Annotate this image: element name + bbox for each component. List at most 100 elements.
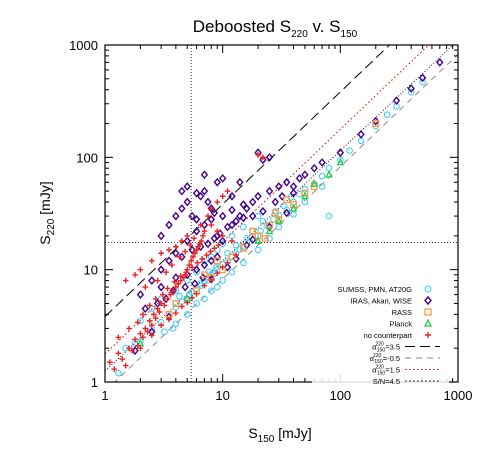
y-tick-label: 1000 [69, 38, 98, 53]
data-point [229, 238, 235, 244]
data-point [392, 96, 401, 105]
data-point [203, 252, 210, 258]
data-point [149, 332, 155, 339]
data-point [265, 226, 274, 235]
data-point [295, 173, 304, 183]
data-point [210, 233, 219, 243]
data-point [214, 199, 221, 205]
reference-line-1 [105, 45, 391, 317]
data-point [407, 88, 415, 96]
data-point [191, 235, 197, 242]
series-no-counterpart [107, 152, 266, 372]
data-point [173, 284, 179, 290]
data-point [282, 177, 291, 187]
data-point [274, 216, 283, 225]
data-point [278, 191, 286, 201]
y-axis-label: S220 [mJy] [37, 181, 57, 244]
data-point [149, 322, 155, 329]
data-point [178, 204, 186, 213]
data-point [228, 191, 236, 201]
data-point [290, 211, 297, 218]
data-point [166, 316, 172, 323]
data-point [194, 260, 201, 266]
data-point [111, 366, 118, 372]
data-point [249, 227, 257, 235]
data-point [181, 282, 189, 292]
data-point [169, 262, 175, 268]
data-point [214, 228, 221, 235]
data-point [271, 197, 280, 207]
data-point [171, 278, 178, 285]
data-point [232, 216, 240, 226]
data-point [224, 249, 231, 257]
data-point [254, 236, 262, 244]
data-point [137, 266, 144, 273]
x-tick-label: 1 [101, 388, 108, 403]
data-point [158, 322, 164, 329]
legend-marker [423, 318, 433, 327]
chart-title: Deboosted S220 v. S150 [193, 17, 358, 40]
data-point [193, 268, 200, 276]
data-point [144, 328, 151, 335]
data-point [140, 334, 146, 341]
data-point [259, 217, 267, 225]
data-point [146, 318, 153, 324]
data-point [200, 260, 209, 270]
data-point [183, 269, 190, 275]
data-point [187, 242, 194, 249]
data-point [186, 262, 193, 268]
data-point [214, 270, 221, 277]
data-point [232, 241, 240, 249]
data-point [211, 245, 218, 252]
data-point [383, 111, 391, 118]
data-point [224, 260, 231, 266]
data-point [260, 154, 266, 161]
data-point [265, 222, 274, 232]
data-point [158, 300, 164, 307]
data-point [218, 236, 227, 246]
data-point [179, 238, 185, 244]
data-point [208, 222, 215, 228]
data-point [275, 182, 283, 191]
data-point [173, 243, 179, 250]
data-point [149, 257, 155, 264]
data-point [165, 220, 173, 230]
data-point [157, 231, 165, 241]
legend-label: no counterpart [364, 331, 413, 340]
data-point [192, 250, 198, 257]
data-point [185, 291, 193, 298]
data-point [200, 220, 209, 230]
data-point [219, 233, 226, 239]
data-point [183, 311, 191, 318]
data-point [157, 265, 165, 275]
legend-label: Planck [389, 320, 412, 329]
data-point [148, 276, 156, 285]
data-point [178, 186, 186, 196]
data-point [198, 238, 205, 244]
data-point [164, 296, 171, 302]
data-point [301, 189, 309, 197]
data-point [204, 197, 212, 207]
data-point [215, 242, 222, 249]
data-point [223, 262, 232, 272]
data-point [196, 191, 205, 201]
data-point [170, 287, 177, 294]
legend-marker [424, 308, 432, 316]
data-point [318, 158, 326, 167]
data-point [201, 295, 208, 303]
data-point [197, 222, 204, 228]
data-point [157, 282, 165, 292]
data-point [310, 179, 319, 187]
data-point [207, 204, 215, 213]
data-point [136, 290, 145, 299]
data-point [280, 202, 287, 210]
data-point [160, 291, 166, 298]
y-tick-label: 100 [76, 150, 98, 165]
data-point [301, 185, 309, 193]
data-point [239, 213, 248, 223]
data-point [228, 232, 236, 240]
data-point [219, 240, 226, 248]
data-point [407, 84, 415, 93]
data-point [154, 277, 161, 284]
data-point [239, 244, 247, 252]
